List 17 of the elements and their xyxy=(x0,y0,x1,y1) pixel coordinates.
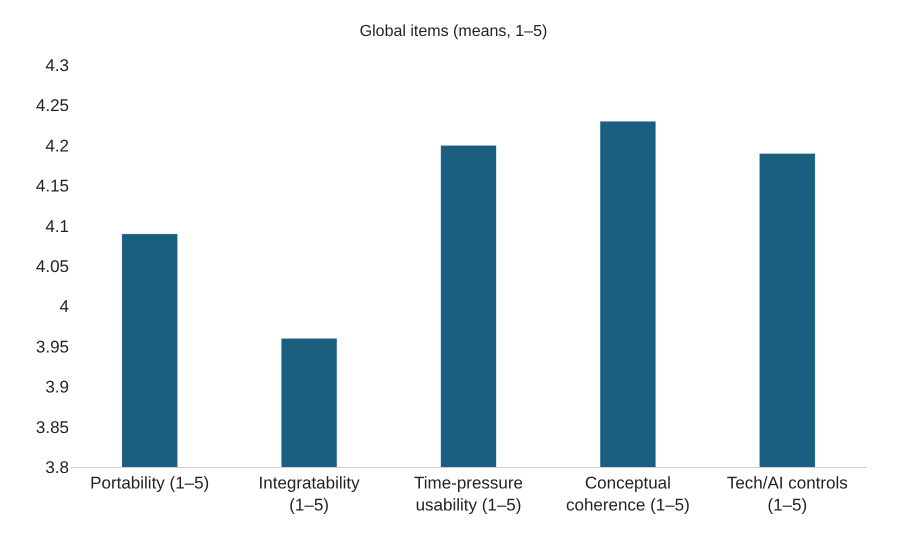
y-tick-label: 4.3 xyxy=(45,56,69,75)
x-tick-label: Conceptual coherence (1–5) xyxy=(566,473,690,514)
y-tick-label: 4.1 xyxy=(45,216,69,236)
y-tick-label: 3.85 xyxy=(36,418,69,437)
y-tick-label: 4.05 xyxy=(36,256,69,276)
x-tick-label: Time-pressure usability (1–5) xyxy=(414,473,523,514)
x-tick-label: Portability (1–5) xyxy=(90,473,210,492)
y-tick-label: 3.95 xyxy=(36,337,69,356)
x-tick-label: Integratability (1–5) xyxy=(258,473,360,514)
x-tick-label: Tech/AI controls (1–5) xyxy=(726,473,848,514)
y-tick-label: 3.9 xyxy=(45,378,69,397)
chart-title: Global items (means, 1–5) xyxy=(360,23,548,40)
y-tick-label: 3.8 xyxy=(45,458,69,477)
y-tick-label: 4 xyxy=(60,297,69,316)
y-tick-label: 4.2 xyxy=(45,136,69,156)
y-tick-label: 4.15 xyxy=(36,176,69,196)
y-tick-label: 4.25 xyxy=(36,96,69,116)
